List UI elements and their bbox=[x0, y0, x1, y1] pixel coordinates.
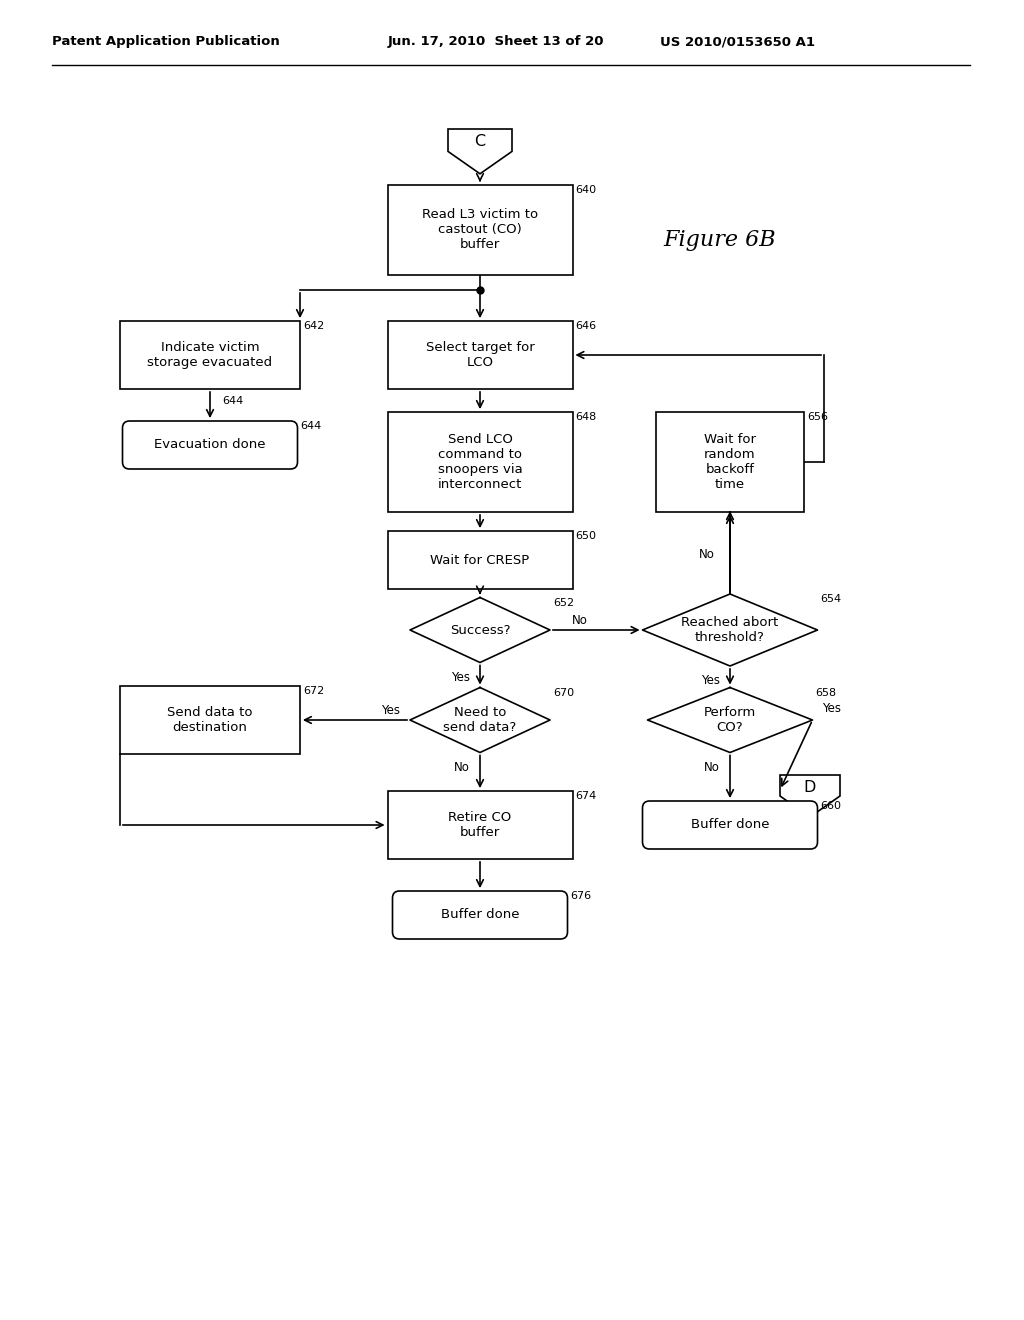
Text: 656: 656 bbox=[807, 412, 828, 422]
Text: 650: 650 bbox=[575, 531, 597, 541]
FancyBboxPatch shape bbox=[123, 421, 298, 469]
Polygon shape bbox=[410, 598, 550, 663]
Polygon shape bbox=[780, 775, 840, 817]
Text: 672: 672 bbox=[303, 686, 325, 696]
Text: 642: 642 bbox=[303, 321, 325, 331]
Text: 676: 676 bbox=[570, 891, 592, 902]
Text: 648: 648 bbox=[575, 412, 597, 422]
Text: Jun. 17, 2010  Sheet 13 of 20: Jun. 17, 2010 Sheet 13 of 20 bbox=[388, 36, 604, 49]
Text: No: No bbox=[705, 762, 720, 774]
Text: Buffer done: Buffer done bbox=[440, 908, 519, 921]
Text: Send data to
destination: Send data to destination bbox=[167, 706, 253, 734]
Text: Yes: Yes bbox=[381, 704, 400, 717]
FancyBboxPatch shape bbox=[392, 891, 567, 939]
Text: Wait for CRESP: Wait for CRESP bbox=[430, 553, 529, 566]
Text: Yes: Yes bbox=[451, 671, 470, 684]
FancyBboxPatch shape bbox=[120, 321, 300, 389]
Text: Retire CO
buffer: Retire CO buffer bbox=[449, 810, 512, 840]
Polygon shape bbox=[449, 129, 512, 174]
Text: Patent Application Publication: Patent Application Publication bbox=[52, 36, 280, 49]
FancyBboxPatch shape bbox=[387, 791, 572, 859]
Text: 658: 658 bbox=[815, 688, 837, 697]
Text: US 2010/0153650 A1: US 2010/0153650 A1 bbox=[660, 36, 815, 49]
Text: 660: 660 bbox=[820, 801, 842, 810]
Text: No: No bbox=[699, 548, 715, 561]
Text: 670: 670 bbox=[553, 688, 574, 697]
Text: Figure 6B: Figure 6B bbox=[664, 228, 776, 251]
Text: Yes: Yes bbox=[822, 701, 842, 714]
Text: Reached abort
threshold?: Reached abort threshold? bbox=[681, 616, 778, 644]
FancyBboxPatch shape bbox=[387, 185, 572, 275]
Text: 640: 640 bbox=[575, 185, 597, 195]
Text: C: C bbox=[474, 135, 485, 149]
FancyBboxPatch shape bbox=[656, 412, 804, 512]
Text: 674: 674 bbox=[575, 791, 597, 801]
FancyBboxPatch shape bbox=[642, 801, 817, 849]
FancyBboxPatch shape bbox=[387, 531, 572, 589]
Text: Wait for
random
backoff
time: Wait for random backoff time bbox=[705, 433, 756, 491]
Text: Evacuation done: Evacuation done bbox=[155, 438, 266, 451]
FancyBboxPatch shape bbox=[387, 321, 572, 389]
Text: Yes: Yes bbox=[701, 675, 720, 688]
Text: 644: 644 bbox=[300, 421, 322, 432]
Text: Send LCO
command to
snoopers via
interconnect: Send LCO command to snoopers via interco… bbox=[437, 433, 522, 491]
Text: Need to
send data?: Need to send data? bbox=[443, 706, 517, 734]
Text: Indicate victim
storage evacuated: Indicate victim storage evacuated bbox=[147, 341, 272, 370]
FancyBboxPatch shape bbox=[387, 412, 572, 512]
Polygon shape bbox=[647, 688, 812, 752]
Text: 646: 646 bbox=[575, 321, 597, 331]
Text: Perform
CO?: Perform CO? bbox=[703, 706, 756, 734]
Text: Buffer done: Buffer done bbox=[691, 818, 769, 832]
Text: Select target for
LCO: Select target for LCO bbox=[426, 341, 535, 370]
Text: 652: 652 bbox=[553, 598, 574, 607]
Text: No: No bbox=[454, 762, 470, 774]
Text: Read L3 victim to
castout (CO)
buffer: Read L3 victim to castout (CO) buffer bbox=[422, 209, 538, 252]
Text: No: No bbox=[572, 614, 588, 627]
Text: 644: 644 bbox=[222, 396, 244, 407]
FancyBboxPatch shape bbox=[120, 686, 300, 754]
Text: D: D bbox=[804, 780, 816, 795]
Polygon shape bbox=[642, 594, 817, 667]
Text: Success?: Success? bbox=[450, 623, 510, 636]
Polygon shape bbox=[410, 688, 550, 752]
Text: 654: 654 bbox=[820, 594, 842, 605]
